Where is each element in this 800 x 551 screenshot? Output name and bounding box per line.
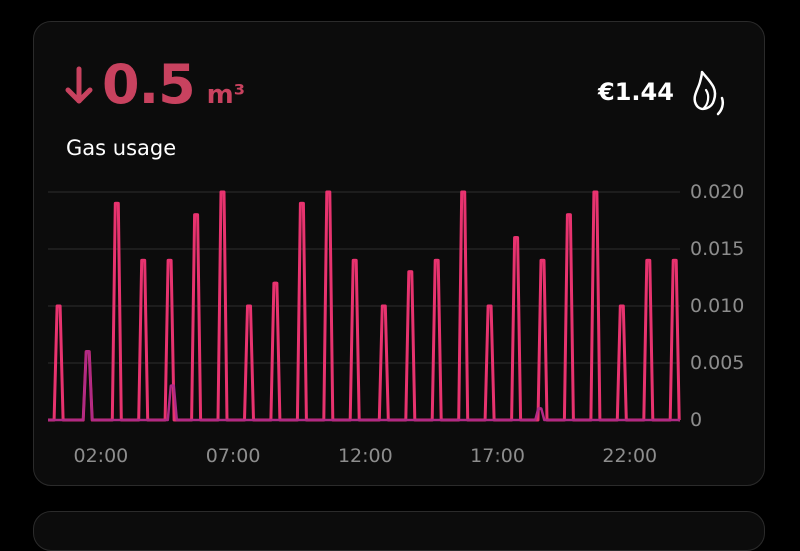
next-card — [33, 511, 765, 551]
usage-unit: m³ — [206, 80, 246, 110]
series-line-2 — [48, 350, 680, 422]
gas-usage-chart: 0 0.005 0.010 0.015 0.020 02:00 07:00 12:00 17:0… — [48, 181, 744, 467]
x-tick-label: 02:00 — [74, 445, 129, 467]
y-tick-label: 0.020 — [690, 181, 744, 203]
cost-value: €1.44 — [598, 78, 674, 106]
x-tick-label: 07:00 — [206, 445, 261, 467]
x-tick-label: 22:00 — [602, 445, 657, 467]
y-tick-label: 0.015 — [690, 238, 744, 260]
x-tick-label: 12:00 — [338, 445, 393, 467]
y-tick-label: 0.010 — [690, 295, 744, 317]
entity-name: Gas usage — [66, 136, 177, 160]
x-tick-label: 17:00 — [470, 445, 525, 467]
usage-value: 0.5 — [102, 53, 196, 116]
y-tick-label: 0.005 — [690, 352, 744, 374]
y-tick-label: 0 — [690, 409, 702, 431]
usage-readout: 0.5 m³ — [64, 58, 245, 112]
fire-icon — [693, 70, 725, 116]
arrow-down-icon — [65, 66, 93, 104]
